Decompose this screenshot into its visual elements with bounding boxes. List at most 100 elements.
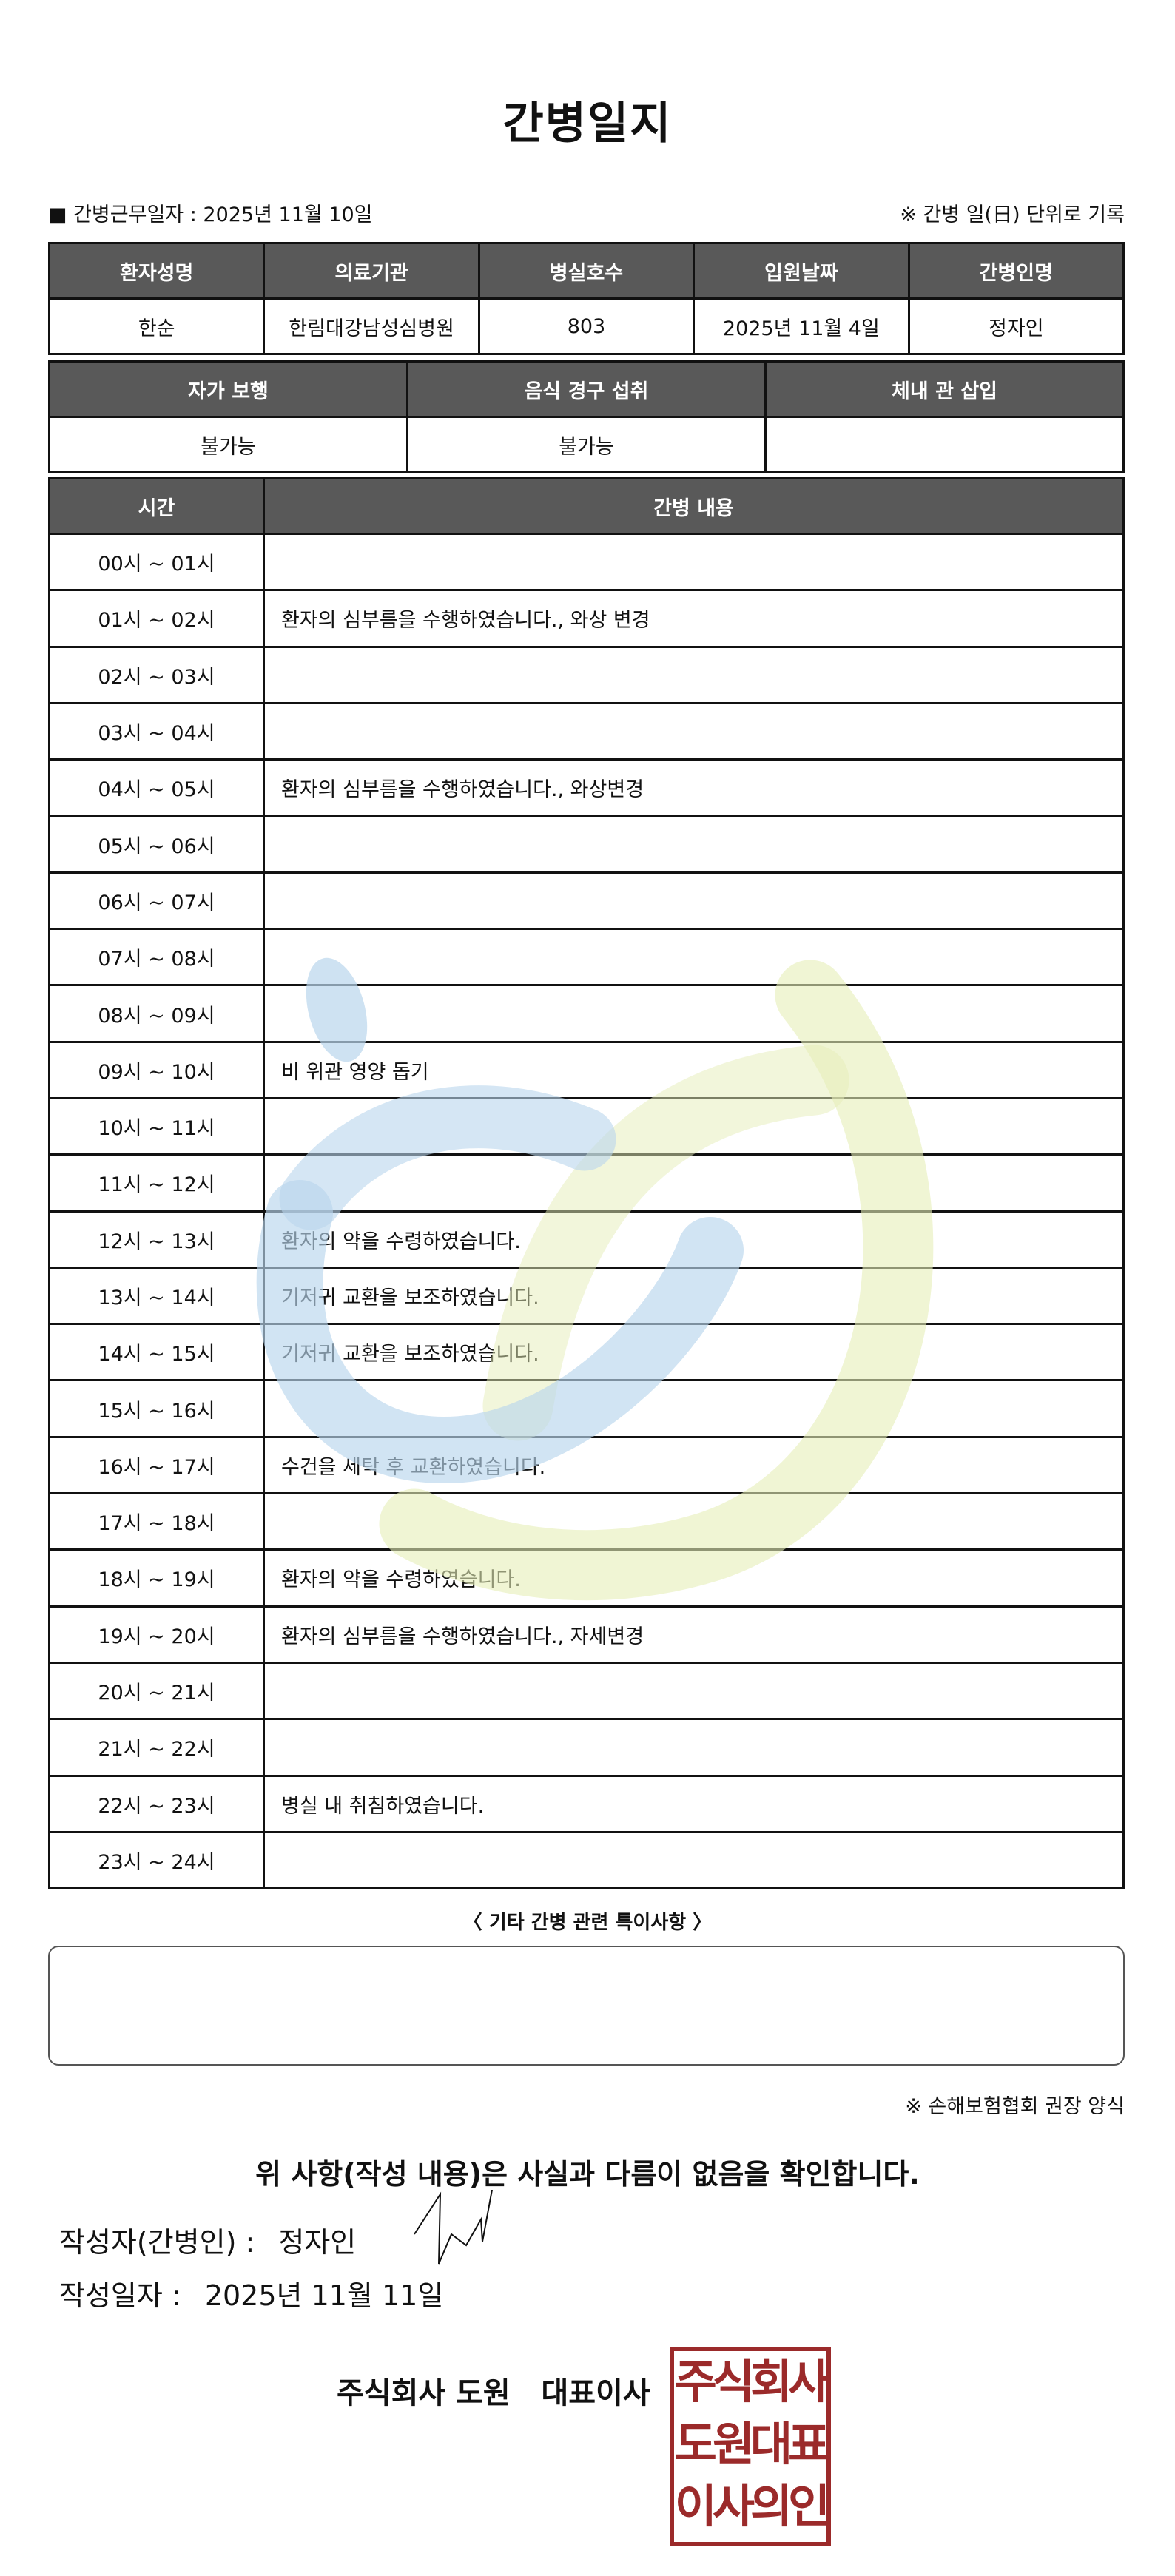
time-cell: 17시 ~ 18시	[48, 1492, 265, 1551]
care-content-cell	[263, 1096, 1125, 1156]
seal-line: 도원대표	[674, 2417, 830, 2471]
care-content-cell	[263, 928, 1125, 987]
company-representative: 주식회사 도원 대표이사	[337, 2376, 650, 2410]
table-row: 07시 ~ 08시	[48, 928, 1125, 987]
time-cell: 09시 ~ 10시	[48, 1040, 265, 1099]
table-row: 14시 ~ 15시 기저귀 교환을 보조하였습니다.	[48, 1323, 1125, 1382]
header-tube: 체내 관 삽입	[764, 360, 1125, 418]
time-cell: 07시 ~ 08시	[48, 928, 265, 987]
time-cell: 13시 ~ 14시	[48, 1266, 265, 1326]
table-row: 09시 ~ 10시 비 위관 영양 돕기	[48, 1040, 1125, 1099]
table-row: 15시 ~ 16시	[48, 1379, 1125, 1438]
time-cell: 01시 ~ 02시	[48, 589, 265, 648]
table-row: 23시 ~ 24시	[48, 1830, 1125, 1890]
table-row: 00시 ~ 01시	[48, 532, 1125, 592]
time-cell: 10시 ~ 11시	[48, 1096, 265, 1156]
table-row: 21시 ~ 22시	[48, 1718, 1125, 1777]
tube-status	[764, 416, 1125, 473]
patient-name: 한순	[47, 297, 266, 355]
signer-label: 작성자(간병인) :	[59, 2226, 255, 2259]
care-content-cell	[263, 1718, 1125, 1777]
table-row: 19시 ~ 20시 환자의 심부름을 수행하였습니다., 자세변경	[48, 1605, 1125, 1664]
time-cell: 11시 ~ 12시	[48, 1153, 265, 1213]
oral-intake-status: 불가능	[406, 416, 767, 473]
care-content-cell	[263, 984, 1125, 1043]
work-date: ■ 간병근무일자 : 2025년 11월 10일	[48, 203, 373, 226]
time-cell: 05시 ~ 06시	[48, 815, 265, 874]
time-cell: 08시 ~ 09시	[48, 984, 265, 1043]
notes-title: 〈 기타 간병 관련 특이사항 〉	[462, 1912, 713, 1934]
header-care-content: 간병 내용	[263, 477, 1125, 535]
time-cell: 23시 ~ 24시	[48, 1830, 265, 1890]
company-seal: 주식회사 도원대표 이사의인	[670, 2347, 831, 2546]
time-cell: 18시 ~ 19시	[48, 1548, 265, 1608]
care-content-cell	[263, 701, 1125, 761]
header-time: 시간	[48, 477, 265, 535]
care-content-cell	[263, 1661, 1125, 1721]
room-number: 803	[477, 297, 696, 355]
written-date-value: 2025년 11월 11일	[204, 2279, 444, 2312]
signer-name: 정자인	[278, 2226, 357, 2259]
time-cell: 20시 ~ 21시	[48, 1661, 265, 1721]
patient-info-table: 환자성명 의료기관 병실호수 입원날짜 간병인명 한순 한림대강남성심병원 80…	[47, 242, 1125, 355]
caregiver-name: 정자인	[907, 297, 1125, 355]
time-cell: 14시 ~ 15시	[48, 1323, 265, 1382]
table-row: 18시 ~ 19시 환자의 약을 수령하였습니다.	[48, 1548, 1125, 1608]
header-hospital: 의료기관	[263, 242, 480, 300]
care-log-table: 시간 간병 내용 00시 ~ 01시 01시 ~ 02시 환자의 심부름을 수행하였…	[48, 477, 1125, 1890]
header-oral-intake: 음식 경구 섭취	[406, 360, 767, 418]
care-content-cell: 기저귀 교환을 보조하였습니다.	[263, 1323, 1125, 1382]
time-cell: 22시 ~ 23시	[48, 1774, 265, 1833]
header-walking: 자가 보행	[48, 360, 408, 418]
table-row: 10시 ~ 11시	[48, 1096, 1125, 1156]
care-content-cell: 기저귀 교환을 보조하였습니다.	[263, 1266, 1125, 1326]
confirmation-statement: 위 사항(작성 내용)은 사실과 다름이 없음을 확인합니다.	[255, 2158, 920, 2191]
care-content-cell	[263, 1830, 1125, 1890]
time-cell: 15시 ~ 16시	[48, 1379, 265, 1438]
written-date-row: 작성일자 : 2025년 11월 11일	[59, 2273, 443, 2313]
time-cell: 06시 ~ 07시	[48, 871, 265, 931]
table-row: 04시 ~ 05시 환자의 심부름을 수행하였습니다., 와상변경	[48, 758, 1125, 817]
time-cell: 03시 ~ 04시	[48, 701, 265, 761]
table-row: 01시 ~ 02시 환자의 심부름을 수행하였습니다., 와상 변경	[48, 589, 1125, 648]
table-row: 13시 ~ 14시 기저귀 교환을 보조하였습니다.	[48, 1266, 1125, 1326]
table-row: 03시 ~ 04시	[48, 701, 1125, 761]
header-room: 병실호수	[477, 242, 696, 300]
page-title: 간병일지	[502, 98, 673, 149]
care-content-cell	[263, 532, 1125, 592]
care-content-cell: 환자의 심부름을 수행하였습니다., 자세변경	[263, 1605, 1125, 1664]
signer-row: 작성자(간병인) : 정자인	[59, 2219, 356, 2260]
patient-status-table: 자가 보행 음식 경구 섭취 체내 관 삽입 불가능 불가능	[48, 360, 1125, 473]
walking-status: 불가능	[48, 416, 408, 473]
header-admission-date: 입원날짜	[693, 242, 910, 300]
form-source-note: ※ 손해보험협회 권장 양식	[905, 2095, 1125, 2118]
seal-line: 이사의인	[674, 2479, 830, 2533]
time-cell: 12시 ~ 13시	[48, 1210, 265, 1269]
header-caregiver: 간병인명	[907, 242, 1125, 300]
notes-box	[48, 1946, 1125, 2066]
care-content-cell: 환자의 약을 수령하였습니다.	[263, 1210, 1125, 1269]
table-row: 05시 ~ 06시	[48, 815, 1125, 874]
care-content-cell: 환자의 약을 수령하였습니다.	[263, 1548, 1125, 1608]
care-content-cell	[263, 1492, 1125, 1551]
care-content-cell: 환자의 심부름을 수행하였습니다., 와상변경	[263, 758, 1125, 817]
care-content-cell: 비 위관 영양 돕기	[263, 1040, 1125, 1099]
table-row: 16시 ~ 17시 수건을 세탁 후 교환하였습니다.	[48, 1435, 1125, 1495]
time-cell: 16시 ~ 17시	[48, 1435, 265, 1495]
care-content-cell	[263, 1379, 1125, 1438]
care-content-cell	[263, 1153, 1125, 1213]
care-content-cell	[263, 871, 1125, 931]
time-cell: 19시 ~ 20시	[48, 1605, 265, 1664]
time-cell: 00시 ~ 01시	[48, 532, 265, 592]
table-row: 06시 ~ 07시	[48, 871, 1125, 931]
admission-date: 2025년 11월 4일	[693, 297, 910, 355]
table-row: 08시 ~ 09시	[48, 984, 1125, 1043]
table-row: 11시 ~ 12시	[48, 1153, 1125, 1213]
table-row: 02시 ~ 03시	[48, 645, 1125, 704]
table-row: 20시 ~ 21시	[48, 1661, 1125, 1721]
care-content-cell: 병실 내 취침하였습니다.	[263, 1774, 1125, 1833]
hospital: 한림대강남성심병원	[263, 297, 480, 355]
care-content-cell	[263, 645, 1125, 704]
seal-line: 주식회사	[674, 2355, 830, 2409]
signature	[414, 2190, 493, 2265]
